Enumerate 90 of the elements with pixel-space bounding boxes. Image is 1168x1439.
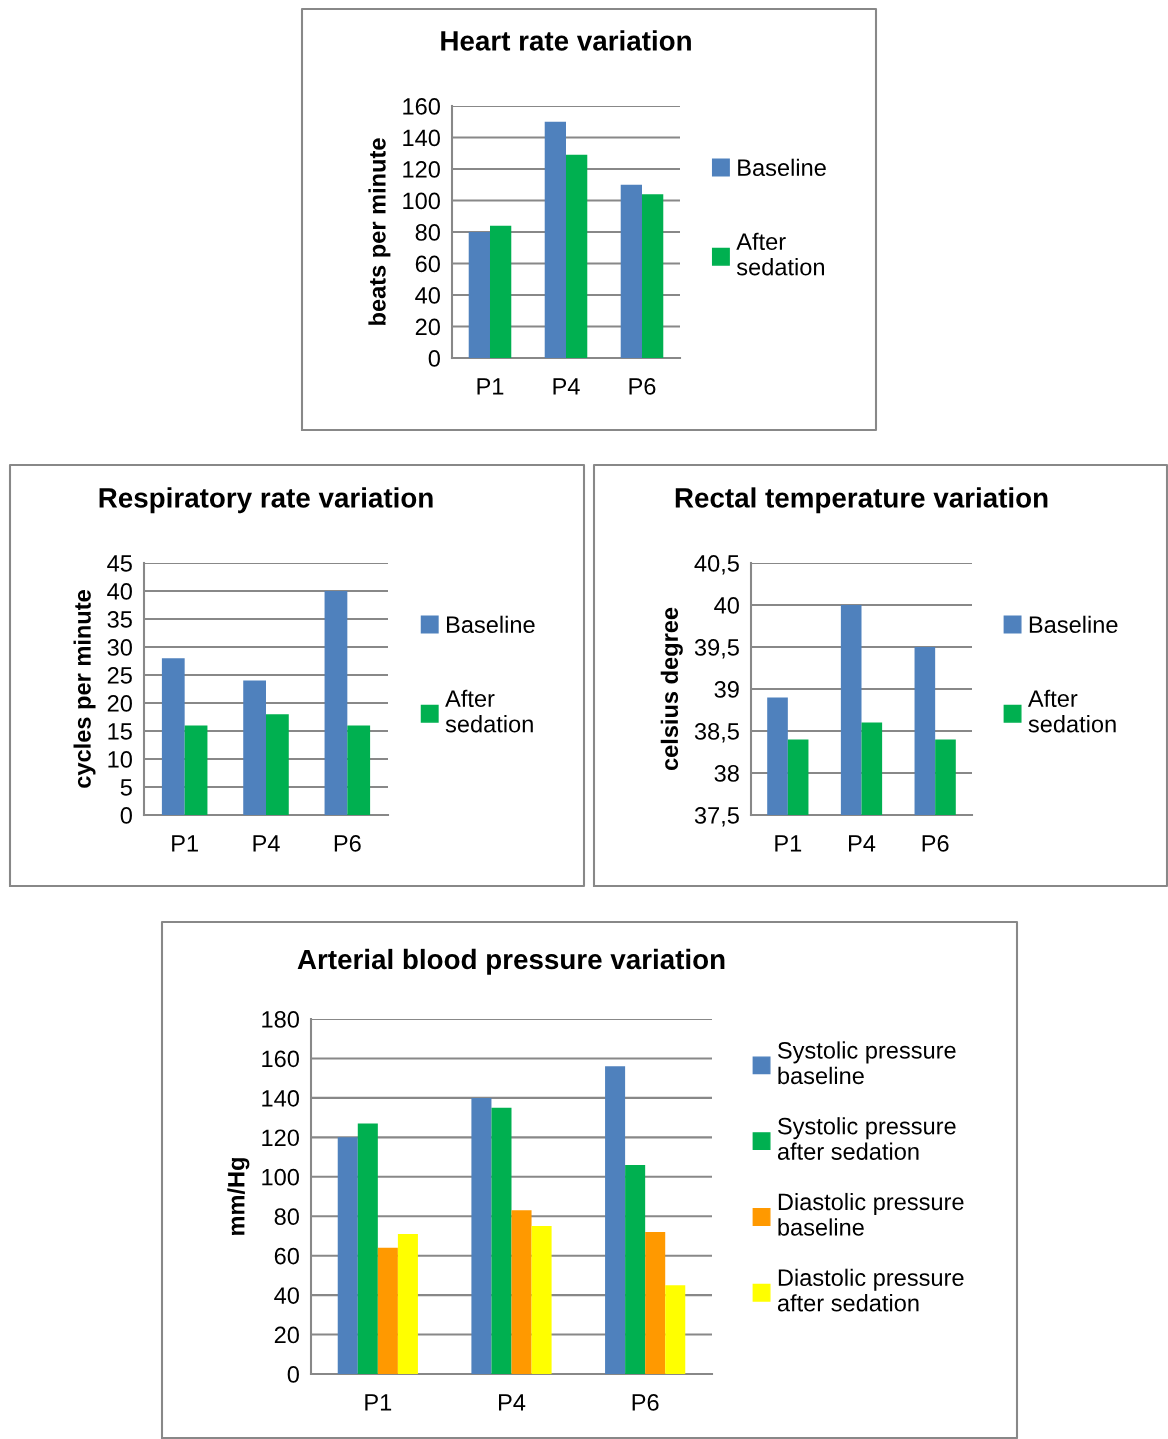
y-tick-label: 120 [403,161,440,178]
bar [620,184,642,358]
y-axis-title: mm/Hg [227,1158,250,1235]
x-tick-label: P6 [922,835,949,852]
x-tick-label: P4 [253,835,280,852]
y-tick-label: 39 [714,681,739,698]
y-tick-label: 38 [714,765,739,782]
y-tick-label: 100 [262,1168,299,1186]
chart-title: Rectal temperature variation [675,487,1048,514]
y-tick-label: 60 [274,1247,299,1265]
y-tick-label: 20 [415,318,440,336]
bar [266,714,289,815]
bar [665,1285,686,1374]
legend-label: Baseline [447,615,535,634]
legend-label: After sedation [736,232,824,276]
y-axis-title: cycles per minute [73,590,96,788]
bar [645,1232,666,1374]
y-tick-label: 45 [107,555,132,572]
chart-title: Arterial blood pressure variation [297,948,725,975]
x-tick-label: P1 [775,835,802,852]
y-tick-label: 0 [287,1366,299,1383]
y-tick-label: 160 [262,1050,299,1068]
x-tick-label: P4 [499,1394,526,1411]
x-tick-label: P1 [172,835,198,852]
y-tick-label: 140 [403,129,440,147]
bar [531,1226,552,1374]
bar [377,1247,398,1374]
bar [324,591,348,815]
legend-label: Systolic pressure baseline [777,1041,956,1085]
y-tick-label: 140 [262,1089,299,1107]
chart-title: Respiratory rate variation [99,487,433,514]
bar [337,1137,358,1374]
y-tick-label: 20 [107,695,132,712]
bar [605,1066,626,1374]
y-tick-label: 10 [108,751,132,768]
bar [397,1233,418,1374]
bar [491,1107,512,1374]
y-axis-title: celsius degree [660,607,683,771]
y-tick-label: 40 [415,287,440,304]
bar [243,680,266,815]
bar [471,1097,492,1374]
legend-label: Baseline [1029,615,1118,634]
legend-label: After sedation [445,689,533,733]
y-tick-label: 25 [107,667,132,684]
legend-label: After sedation [1027,689,1116,733]
y-tick-label: 40 [274,1287,299,1304]
bar [642,194,664,358]
y-tick-label: 30 [107,639,132,656]
bar [357,1123,378,1374]
y-tick-label: 80 [415,224,440,241]
y-tick-label: 35 [107,611,132,628]
bar [566,154,588,358]
x-tick-label: P1 [477,378,504,395]
y-tick-label: 80 [274,1208,299,1226]
y-tick-label: 40 [107,583,132,600]
x-tick-label: P1 [365,1394,392,1411]
y-tick-label: 60 [415,255,440,273]
x-tick-label: P4 [849,835,876,852]
y-tick-label: 38,5 [694,723,739,743]
bar [625,1164,646,1374]
bar [468,232,490,358]
y-tick-label: 160 [403,98,440,115]
legend-label: Systolic pressure after sedation [777,1117,956,1160]
y-tick-label: 39,5 [694,639,739,659]
y-tick-label: 40 [714,597,739,614]
x-tick-label: P4 [553,378,580,395]
y-tick-label: 100 [403,192,440,210]
bar [511,1210,532,1374]
bar [347,725,371,815]
x-tick-label: P6 [334,835,361,852]
bar [544,121,566,358]
bar [161,658,185,815]
y-tick-label: 37,5 [694,807,739,827]
y-tick-label: 5 [120,779,132,796]
y-tick-label: 15 [108,723,132,740]
chart-title: Heart rate variation [441,30,691,51]
legend-label: Baseline [738,158,826,177]
bar [184,725,208,815]
bar [490,225,512,358]
y-tick-label: 0 [120,807,132,824]
x-tick-label: P6 [632,1394,659,1411]
y-axis-title: beats per minute [368,138,391,325]
legend-label: Diastolic pressure baseline [778,1192,964,1236]
legend-label: Diastolic pressure after sedation [777,1268,964,1312]
y-tick-label: 180 [262,1011,299,1028]
y-tick-label: 0 [428,350,440,367]
y-tick-label: 40,5 [694,555,739,575]
y-tick-label: 120 [262,1129,299,1147]
x-tick-label: P6 [629,378,656,395]
y-tick-label: 20 [274,1326,299,1344]
